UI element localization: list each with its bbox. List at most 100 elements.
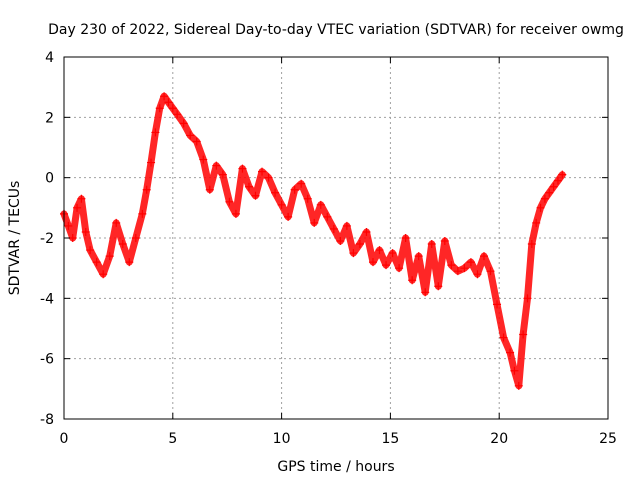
data-point <box>460 264 469 273</box>
y-axis-title: SDTVAR / TECUs <box>7 181 23 296</box>
data-point <box>336 237 345 246</box>
data-point <box>160 92 169 101</box>
data-point <box>112 218 121 227</box>
data-point <box>297 179 306 188</box>
data-point <box>440 237 449 246</box>
data-point <box>264 173 273 182</box>
data-point <box>225 197 234 206</box>
data-point <box>199 155 208 164</box>
data-point <box>532 218 541 227</box>
data-point <box>375 246 384 255</box>
y-tick-label: 4 <box>45 50 54 66</box>
data-point <box>258 167 267 176</box>
chart-title: Day 230 of 2022, Sidereal Day-to-day VTE… <box>48 22 624 38</box>
grid-lines <box>64 57 608 419</box>
y-tick-labels: -8 -6 -4 -2 0 2 4 <box>40 50 54 428</box>
data-point <box>105 252 114 261</box>
x-tick-label: 0 <box>60 431 69 447</box>
data-point <box>506 348 515 357</box>
data-point <box>479 252 488 261</box>
data-point <box>395 264 404 273</box>
data-point <box>86 246 95 255</box>
data-point <box>499 333 508 342</box>
data-point <box>523 294 532 303</box>
data-point <box>164 98 173 107</box>
y-tick-label: -2 <box>40 231 54 247</box>
data-point <box>329 224 338 233</box>
data-point <box>549 182 558 191</box>
data-point <box>118 240 127 249</box>
data-point <box>540 194 549 203</box>
data-point <box>362 227 371 236</box>
data-series <box>60 92 567 390</box>
data-point <box>212 161 221 170</box>
data-point <box>186 131 195 140</box>
data-point <box>244 182 253 191</box>
data-point <box>138 209 147 218</box>
data-point <box>401 234 410 242</box>
axis-ticks <box>63 56 609 420</box>
data-point <box>355 240 364 249</box>
data-point <box>427 240 436 249</box>
data-point <box>408 276 417 285</box>
data-point <box>514 381 523 390</box>
data-point <box>238 164 247 173</box>
data-point <box>73 203 82 212</box>
x-tick-label: 20 <box>490 431 508 447</box>
data-point <box>284 212 293 221</box>
data-point <box>231 209 240 218</box>
data-point <box>142 185 151 194</box>
y-tick-label: 2 <box>45 110 54 126</box>
data-point <box>519 330 528 339</box>
data-point <box>64 221 73 230</box>
data-point <box>453 267 462 276</box>
x-tick-label: 15 <box>381 431 399 447</box>
data-point <box>421 288 430 297</box>
data-point <box>510 366 519 375</box>
data-point <box>382 261 391 270</box>
data-point <box>125 258 134 267</box>
y-tick-label: -6 <box>40 352 54 368</box>
data-point <box>179 119 188 128</box>
x-axis-title: GPS time / hours <box>277 459 394 475</box>
data-point <box>466 258 475 267</box>
data-point <box>473 270 482 279</box>
data-point <box>527 240 536 249</box>
data-point <box>92 258 101 267</box>
data-point <box>271 188 280 197</box>
data-point <box>77 194 86 203</box>
data-point <box>290 185 299 194</box>
data-point <box>553 176 562 185</box>
data-point <box>323 212 332 221</box>
data-point <box>316 200 325 209</box>
data-point <box>99 270 108 279</box>
data-point <box>342 221 351 230</box>
data-point <box>155 104 164 113</box>
data-point <box>218 170 227 179</box>
data-point <box>447 261 456 270</box>
data-point <box>68 234 77 242</box>
y-tick-label: 0 <box>45 171 54 187</box>
data-point <box>368 258 377 267</box>
data-point <box>81 227 90 236</box>
x-tick-label: 5 <box>168 431 177 447</box>
data-point <box>493 300 502 309</box>
data-point <box>536 203 545 212</box>
y-tick-label: -8 <box>40 412 54 428</box>
data-point <box>168 104 177 113</box>
data-point <box>192 137 201 146</box>
x-tick-label: 25 <box>599 431 617 447</box>
data-point <box>173 110 182 119</box>
data-point <box>349 249 358 258</box>
y-tick-label: -4 <box>40 291 54 307</box>
x-tick-labels: 0 5 10 15 20 25 <box>60 431 617 447</box>
data-point <box>558 170 567 179</box>
data-point <box>486 267 495 276</box>
data-point <box>545 188 554 197</box>
data-point <box>303 194 312 203</box>
data-point <box>205 185 214 194</box>
data-point <box>388 249 397 258</box>
data-point <box>251 191 260 200</box>
x-tick-label: 10 <box>273 431 291 447</box>
